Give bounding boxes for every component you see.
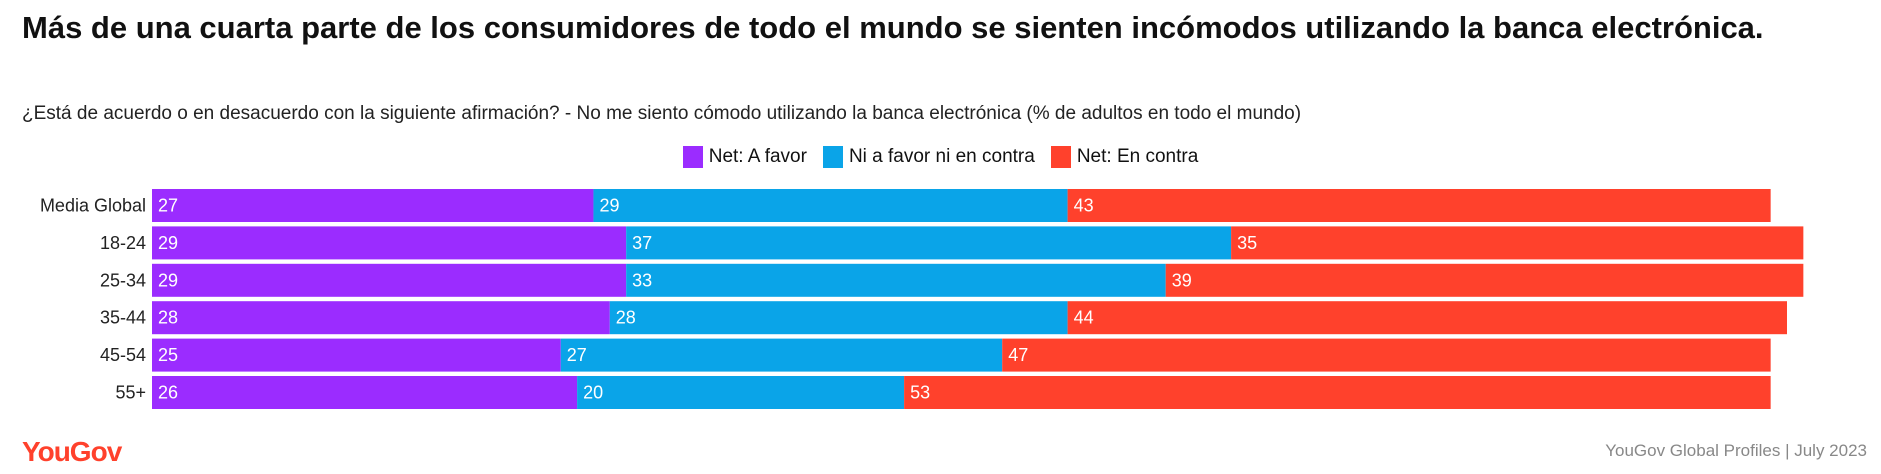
bar-segment xyxy=(577,376,905,409)
category-label: Media Global xyxy=(40,196,146,216)
data-label: 53 xyxy=(910,383,930,403)
category-label: 45-54 xyxy=(100,345,146,365)
data-label: 28 xyxy=(616,308,636,328)
data-label: 29 xyxy=(158,270,178,290)
legend-label: Net: En contra xyxy=(1076,146,1199,167)
bar-segment xyxy=(152,301,610,335)
category-label: 55+ xyxy=(115,383,146,403)
source-note: YouGov Global Profiles | July 2023 xyxy=(1605,441,1867,460)
data-label: 39 xyxy=(1172,270,1192,290)
legend-item-neutral: Ni a favor ni en contra xyxy=(822,146,1035,168)
data-label: 43 xyxy=(1074,196,1094,216)
data-label: 27 xyxy=(158,196,178,216)
bar-segment xyxy=(152,338,561,372)
bar-segment xyxy=(1067,189,1771,222)
legend-label: Net: A favor xyxy=(708,146,807,167)
bar-segment xyxy=(152,226,627,260)
data-label: 37 xyxy=(632,233,652,253)
data-label: 27 xyxy=(567,345,587,365)
category-label: 25-34 xyxy=(100,270,146,290)
bar-segment xyxy=(626,226,1232,260)
data-label: 33 xyxy=(632,270,652,290)
data-label: 35 xyxy=(1237,233,1257,253)
bar-segment xyxy=(152,189,594,222)
data-label: 44 xyxy=(1074,308,1094,328)
legend-swatch xyxy=(822,146,843,168)
bar-segment xyxy=(1165,263,1804,297)
chart-subtitle: ¿Está de acuerdo o en desacuerdo con la … xyxy=(22,103,1302,124)
legend: Net: A favor Ni a favor ni en contra Net… xyxy=(0,146,1881,168)
legend-label: Ni a favor ni en contra xyxy=(848,146,1035,167)
data-label: 29 xyxy=(158,233,178,253)
bar-segment xyxy=(152,376,578,409)
bar-segment xyxy=(1002,338,1771,372)
data-label: 28 xyxy=(158,308,178,328)
category-label: 18-24 xyxy=(100,233,146,253)
legend-swatch xyxy=(682,146,703,168)
data-label: 47 xyxy=(1008,345,1028,365)
data-label: 20 xyxy=(583,383,603,403)
bar-segment xyxy=(904,376,1771,409)
bar-segment xyxy=(593,189,1068,222)
category-label: 35-44 xyxy=(100,308,146,328)
bar-segment xyxy=(560,338,1003,372)
chart-title: Más de una cuarta parte de los consumido… xyxy=(22,10,1764,45)
data-label: 25 xyxy=(158,345,178,365)
bar-segment xyxy=(1231,226,1804,260)
legend-item-a-favor: Net: A favor xyxy=(682,146,807,168)
yougov-logo: YouGov xyxy=(22,436,122,467)
bar-segment xyxy=(626,263,1166,297)
bar-segment xyxy=(152,263,627,297)
bar-segment xyxy=(609,301,1068,335)
bar-segment xyxy=(1067,301,1787,335)
legend-item-en-contra: Net: En contra xyxy=(1050,146,1199,168)
legend-swatch xyxy=(1050,146,1071,168)
data-label: 29 xyxy=(599,196,619,216)
data-label: 26 xyxy=(158,383,178,403)
